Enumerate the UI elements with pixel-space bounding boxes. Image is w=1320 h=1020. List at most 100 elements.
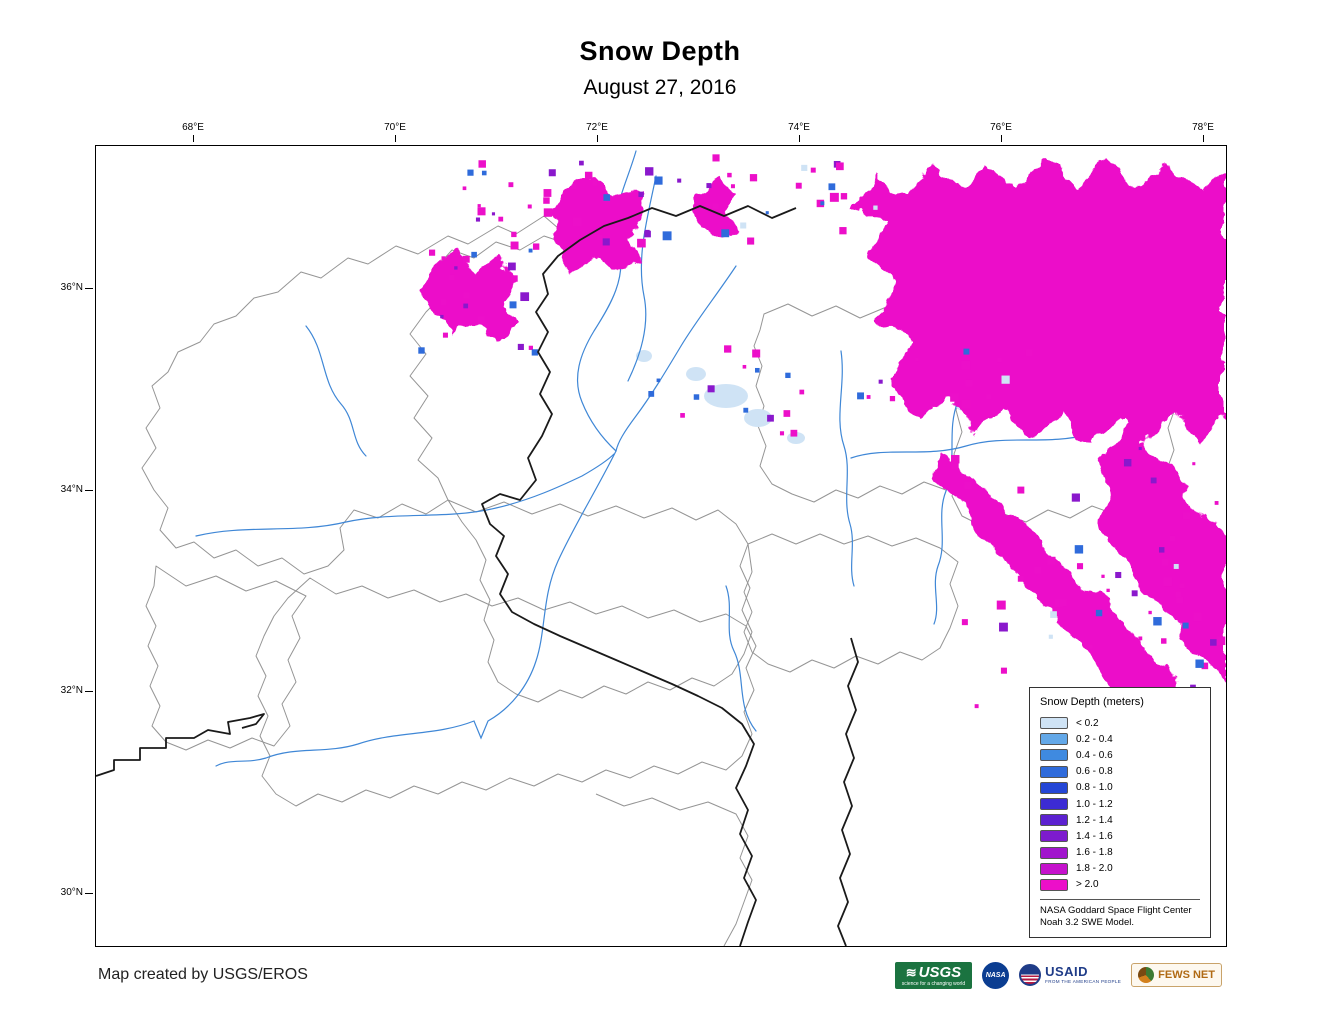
legend-swatch <box>1040 733 1068 746</box>
snow-speckle <box>1059 599 1067 607</box>
snow-speckle <box>840 193 848 200</box>
snow-speckle <box>1175 591 1182 598</box>
snow-speckle <box>428 249 436 256</box>
snow-speckle <box>836 162 844 171</box>
snow-speckle <box>644 229 650 235</box>
snow-speckle <box>645 167 654 176</box>
legend-label: 0.8 - 1.0 <box>1076 782 1113 794</box>
longitude-tick-label: 78°E <box>1192 122 1214 133</box>
snow-speckle <box>1176 596 1184 604</box>
snow-speckle <box>440 299 447 306</box>
tick-mark <box>193 135 194 142</box>
usgs-logo: ≋ USGS science for a changing world <box>894 961 973 989</box>
snow-speckle <box>1047 556 1056 565</box>
snow-speckle <box>548 169 556 177</box>
nasa-logo-text: NASA <box>985 971 1006 979</box>
fewsnet-logo-text: FEWS NET <box>1158 969 1215 981</box>
usaid-emblem-icon <box>1019 964 1042 986</box>
legend-entry: 1.8 - 2.0 <box>1040 861 1200 877</box>
snow-speckle <box>950 393 959 402</box>
snow-speckle <box>1034 566 1042 574</box>
snow-speckle <box>571 184 577 190</box>
snow-speckle <box>1195 659 1204 668</box>
snow-speckle <box>707 385 715 393</box>
usgs-logo-text: USGS <box>918 963 962 981</box>
snow-speckle <box>749 174 758 182</box>
snow-speckle <box>1201 662 1209 670</box>
nasa-logo: NASA <box>982 961 1010 989</box>
snow-speckle <box>816 199 825 208</box>
snow-speckle <box>712 154 720 162</box>
latitude-tick-label: 32°N <box>60 685 83 696</box>
snow-speckle <box>510 241 519 250</box>
snow-speckle <box>462 255 470 263</box>
legend-source: NASA Goddard Space Flight Center Noah 3.… <box>1040 899 1200 930</box>
snow-speckle <box>1193 612 1202 622</box>
snow-speckle <box>1114 680 1120 686</box>
snow-speckle <box>1115 571 1122 579</box>
snow-speckle <box>712 203 719 210</box>
legend-source-line1: NASA Goddard Space Flight Center <box>1040 905 1192 917</box>
snow-speckle <box>638 191 644 198</box>
snow-speckle <box>637 238 646 248</box>
snow-speckle <box>532 243 540 250</box>
latitude-tick-label: 34°N <box>60 484 83 495</box>
snow-speckle <box>491 212 496 216</box>
snow-speckle <box>951 455 960 464</box>
snow-speckle <box>442 332 448 338</box>
snow-speckle <box>527 204 532 209</box>
snow-speckle <box>961 619 968 626</box>
legend-label: < 0.2 <box>1076 717 1099 729</box>
longitude-tick-label: 68°E <box>182 122 204 133</box>
snow-speckle <box>449 274 455 281</box>
legend-entry: 0.8 - 1.0 <box>1040 780 1200 796</box>
snow-speckle <box>517 343 524 350</box>
legend-entry: 1.6 - 1.8 <box>1040 845 1200 861</box>
longitude-tick-label: 76°E <box>990 122 1012 133</box>
snow-speckle <box>528 345 533 350</box>
latitude-tick-label: 30°N <box>60 887 83 898</box>
snow-speckle <box>509 301 517 309</box>
legend-entries: < 0.2 0.2 - 0.4 0.4 - 0.6 0.6 - 0.8 0.8 - 1.… <box>1040 715 1200 893</box>
snow-speckle <box>857 392 864 400</box>
snow-speckle <box>1169 535 1176 542</box>
snow-speckle <box>730 184 735 189</box>
map-credit: Map created by USGS/EROS <box>98 966 308 983</box>
tick-mark <box>85 691 93 692</box>
snow-speckle <box>463 292 470 299</box>
snow-speckle <box>783 410 791 417</box>
snow-speckle <box>462 186 467 191</box>
snow-speckle <box>1071 493 1080 502</box>
snow-speckle <box>680 413 685 418</box>
snow-speckle <box>508 262 516 271</box>
page-subtitle: August 27, 2016 <box>583 76 737 99</box>
snow-speckle <box>1210 639 1217 646</box>
snow-speckle <box>1101 574 1105 578</box>
snow-speckle <box>475 217 481 222</box>
snow-speckle <box>951 461 959 470</box>
snow-speckle <box>1179 583 1185 589</box>
tick-mark <box>85 490 93 491</box>
snow-speckle <box>1216 636 1226 646</box>
snow-speckle <box>543 197 550 204</box>
snow-speckle <box>829 192 839 202</box>
snow-speckle <box>964 481 972 490</box>
latitude-tick-label: 36°N <box>60 282 83 293</box>
snow-speckle <box>1048 634 1053 639</box>
legend-entry: < 0.2 <box>1040 715 1200 731</box>
longitude-tick-label: 74°E <box>788 122 810 133</box>
legend-entry: > 2.0 <box>1040 877 1200 893</box>
snow-speckle <box>1163 577 1173 587</box>
snow-speckle <box>579 160 584 166</box>
usgs-tagline: science for a changing world <box>901 980 966 987</box>
legend-swatch <box>1040 781 1068 794</box>
legend-entry: 0.6 - 0.8 <box>1040 764 1200 780</box>
usaid-logo: USAID FROM THE AMERICAN PEOPLE <box>1019 964 1121 986</box>
snow-speckle <box>1173 563 1179 569</box>
snow-speckle <box>418 347 425 354</box>
snow-speckle <box>511 231 517 238</box>
legend-label: 0.4 - 0.6 <box>1076 749 1113 761</box>
snow-speckle <box>752 349 761 358</box>
snow-speckle <box>1076 563 1084 570</box>
legend-label: > 2.0 <box>1076 879 1099 891</box>
